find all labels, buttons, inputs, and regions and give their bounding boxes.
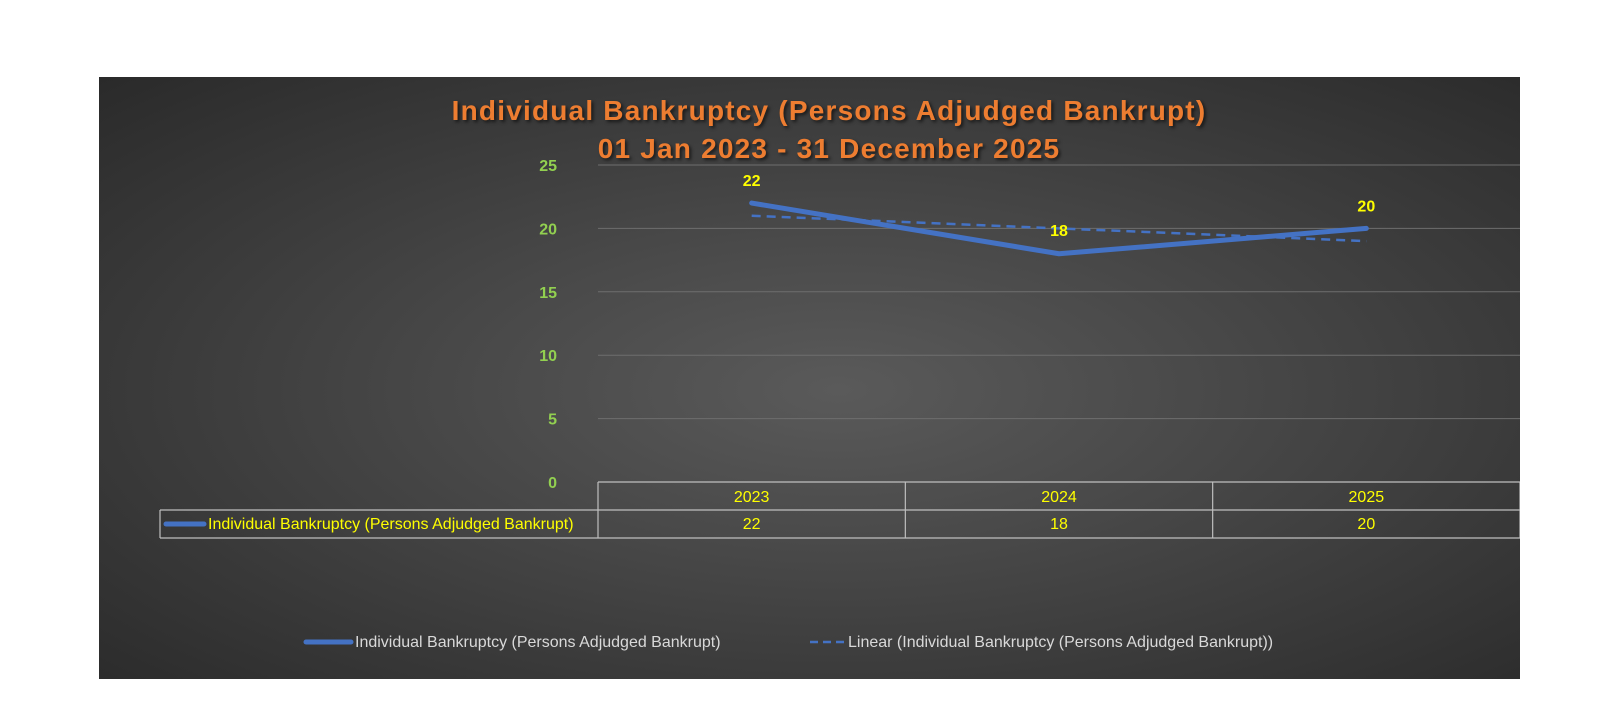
data-label: 22: [743, 173, 761, 190]
chart-panel: Individual Bankruptcy (Persons Adjudged …: [99, 77, 1520, 679]
y-tick-label: 5: [548, 412, 557, 429]
table-value: 18: [1050, 516, 1068, 533]
data-label: 20: [1357, 198, 1375, 215]
legend-item-series: Individual Bankruptcy (Persons Adjudged …: [355, 634, 721, 651]
x-tick-label: 2024: [1041, 489, 1077, 506]
y-tick-label: 10: [539, 348, 557, 365]
x-tick-label: 2023: [734, 489, 770, 506]
chart-title: Individual Bankruptcy (Persons Adjudged …: [452, 95, 1207, 164]
x-tick-label: 2025: [1349, 489, 1385, 506]
chart-title-line: 01 Jan 2023 - 31 December 2025: [598, 133, 1061, 164]
table-value: 20: [1357, 516, 1375, 533]
legend: Individual Bankruptcy (Persons Adjudged …: [303, 634, 1273, 651]
plot-area: 22 18 20: [743, 173, 1375, 257]
y-tick-label: 0: [548, 475, 557, 492]
chart-title-line: Individual Bankruptcy (Persons Adjudged …: [452, 95, 1207, 126]
chart-svg: Individual Bankruptcy (Persons Adjudged …: [159, 95, 1520, 651]
table-value: 22: [743, 516, 761, 533]
y-axis: 0 5 10 15 20 25: [539, 158, 557, 492]
table-series-name: Individual Bankruptcy (Persons Adjudged …: [208, 516, 574, 533]
y-tick-label: 25: [539, 158, 557, 175]
y-tick-label: 15: [539, 285, 557, 302]
gridlines: [598, 164, 1520, 420]
y-tick-label: 20: [539, 221, 557, 238]
data-label: 18: [1050, 223, 1068, 240]
legend-item-trendline: Linear (Individual Bankruptcy (Persons A…: [848, 634, 1273, 651]
data-table: 2023 2024 2025 Individual Bankruptcy (Perso…: [159, 481, 1520, 539]
